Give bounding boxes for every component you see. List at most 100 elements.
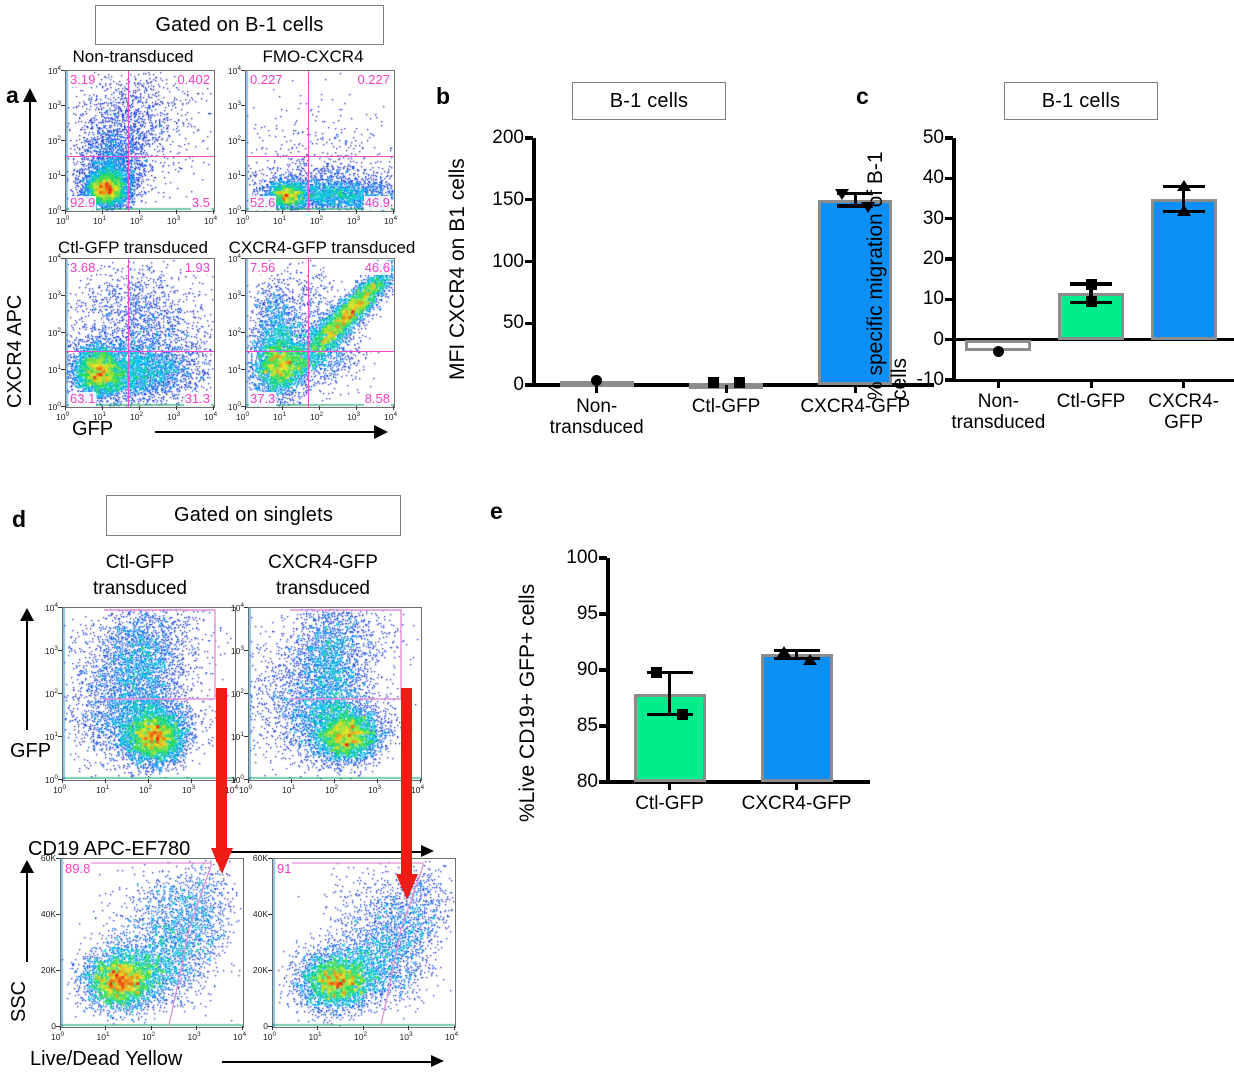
- y-tick-label: 95: [576, 603, 598, 624]
- x-tick-label: 103: [347, 411, 361, 422]
- y-tick-label: 100: [566, 547, 598, 568]
- data-point-square: [1085, 295, 1097, 307]
- y-tick-label: 102: [227, 327, 241, 338]
- x-tick-label: 100: [263, 1031, 277, 1042]
- flow-plot-singlets-ctl-gfp[interactable]: [62, 607, 236, 781]
- y-tick-label: 100: [227, 205, 241, 216]
- x-tick-mark: [355, 406, 357, 410]
- x-tick-label-line: transduced: [951, 411, 1046, 433]
- data-point-triangle-down: [861, 202, 876, 214]
- flow-plot-livedead-ctl-gfp[interactable]: 89.8: [60, 858, 244, 1028]
- y-tick-label: 103: [227, 290, 241, 301]
- panel-letter-c: c: [856, 83, 869, 109]
- x-tick-mark: [138, 406, 140, 410]
- y-tick-mark: [244, 692, 248, 694]
- y-tick-label: 101: [227, 364, 241, 375]
- error-bar-cap-top: [773, 648, 820, 652]
- flow-plot-fmo-cxcr4[interactable]: 0.227 0.227 52.6 46.9: [245, 70, 395, 212]
- x-tick-label-line: CXCR4-GFP: [800, 396, 911, 417]
- y-tick-mark: [56, 1025, 60, 1027]
- x-tick-mark: [795, 782, 798, 790]
- y-tick-label: 20: [922, 248, 944, 269]
- y-tick-label: 100: [492, 250, 524, 272]
- y-tick-mark: [268, 1025, 272, 1027]
- panel-c-bar-chart[interactable]: -10 0 10 20 30 40 50 Non-transduced Ctl-GFP CXCR4…: [890, 128, 1234, 460]
- y-tick-mark: [525, 383, 533, 387]
- bar-cxcr4-gfp[interactable]: [1150, 199, 1217, 340]
- y-tick-mark: [945, 297, 953, 301]
- quad-gate-horizontal: [66, 156, 214, 158]
- x-tick-label: 104: [384, 215, 398, 226]
- panel-d-plot-title-0-line1: Ctl-GFP: [105, 552, 175, 573]
- panel-b-bar-chart[interactable]: 0 50 100 150 200 Non-transduced Ctl-GFP CXCR4-G…: [470, 128, 934, 460]
- flow-scatter-canvas: [246, 71, 394, 211]
- flow-plot-ctl-gfp-b1[interactable]: 3.68 1.93 63.1 31.3: [65, 258, 215, 408]
- x-tick-label: Non-transduced: [946, 391, 1051, 433]
- y-tick-label: 60K: [252, 853, 268, 863]
- error-bar-cap-top: [646, 670, 693, 674]
- panel-a-y-axis-label: CXCR4 APC: [4, 294, 26, 408]
- y-axis-line: [606, 558, 610, 782]
- flow-scatter-canvas: [249, 608, 421, 780]
- error-bar-stem: [667, 672, 672, 715]
- y-tick-label: 104: [227, 65, 241, 76]
- x-tick-label: 104: [384, 411, 398, 422]
- panel-a-plot-title-3: CXCR4-GFP transduced: [228, 238, 416, 257]
- flow-scatter-canvas: [66, 71, 214, 211]
- flow-plot-livedead-cxcr4-gfp[interactable]: 91: [272, 858, 456, 1028]
- panel-c-header: B-1 cells: [1004, 82, 1158, 120]
- panel-e-bar-chart[interactable]: 80 85 90 95 100 Ctl-GFP CXCR4-GFP: [540, 547, 870, 840]
- x-tick-label: 101: [96, 784, 110, 795]
- flow-plot-singlets-cxcr4-gfp[interactable]: [248, 607, 422, 781]
- quad-value-lower-left: 37.3: [249, 391, 277, 407]
- flow-plot-cxcr4-gfp-b1[interactable]: 7.56 46.6 37.3 8.58: [245, 258, 395, 408]
- x-tick-label: Non-transduced: [526, 396, 667, 438]
- x-tick-mark: [1182, 380, 1186, 388]
- x-tick-label: 104: [204, 215, 218, 226]
- gate-percentage: 91: [276, 861, 293, 876]
- data-point-square: [1085, 278, 1097, 290]
- y-tick-label: 103: [47, 100, 61, 111]
- y-tick-label: 104: [47, 65, 61, 76]
- x-tick-label: 102: [139, 784, 153, 795]
- panel-e-y-axis-label: %Live CD19+ GFP+ cells: [516, 583, 539, 822]
- x-tick-label: 104: [225, 784, 239, 795]
- x-tick-label: 104: [204, 411, 218, 422]
- y-tick-mark: [61, 209, 65, 211]
- x-tick-mark: [233, 779, 235, 783]
- y-tick-mark: [599, 612, 607, 616]
- x-tick-label-line: CXCR4-GFP: [1148, 391, 1220, 433]
- quad-value-upper-right: 0.227: [356, 72, 391, 87]
- y-tick-mark: [241, 174, 245, 176]
- x-tick-label: 104: [411, 784, 425, 795]
- x-tick-label: 103: [182, 784, 196, 795]
- x-tick-mark: [175, 210, 177, 214]
- y-tick-label: 103: [44, 645, 58, 656]
- x-tick-mark: [392, 210, 394, 214]
- quad-value-upper-right: 1.93: [183, 260, 211, 275]
- x-tick-label: 102: [130, 411, 144, 422]
- flow-scatter-canvas: [246, 259, 394, 407]
- y-tick-label: 40: [922, 167, 944, 189]
- y-tick-mark: [58, 692, 62, 694]
- y-tick-label: 20K: [252, 965, 268, 975]
- y-tick-mark: [241, 69, 245, 71]
- polygon-gate: [290, 609, 402, 700]
- y-tick-mark: [56, 913, 60, 915]
- y-tick-mark: [244, 778, 248, 780]
- quad-value-upper-left: 0.227: [249, 72, 284, 87]
- y-tick-label: 40K: [40, 909, 56, 919]
- y-tick-mark: [241, 209, 245, 211]
- y-tick-label: 85: [576, 715, 598, 736]
- x-tick-label: 100: [236, 411, 250, 422]
- x-tick-label: 104: [233, 1031, 247, 1042]
- x-tick-label: 103: [399, 1031, 413, 1042]
- y-tick-label: 100: [47, 401, 61, 412]
- bar-cxcr4-gfp[interactable]: [760, 654, 833, 782]
- panel-a-plot-title-1: FMO-CXCR4: [262, 47, 364, 66]
- flow-plot-non-transduced[interactable]: 3.19 0.402 92.9 3.5: [65, 70, 215, 212]
- x-tick-mark: [175, 406, 177, 410]
- y-tick-label: 200: [492, 127, 524, 148]
- y-tick-label: 101: [47, 170, 61, 181]
- y-tick-label: 60K: [40, 853, 56, 863]
